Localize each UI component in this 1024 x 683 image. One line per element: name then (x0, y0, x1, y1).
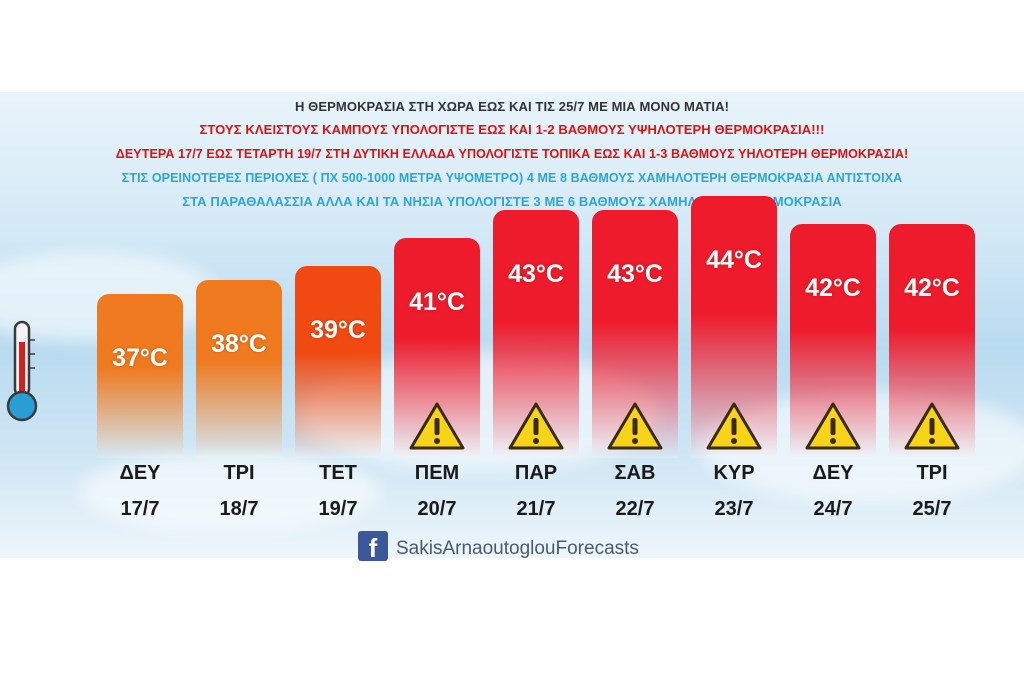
day-label: ΔΕΥ (812, 462, 854, 484)
day-label: ΠΕΜ (414, 462, 460, 484)
temperature-label: 44°C (706, 246, 762, 274)
temperature-label: 41°C (409, 288, 465, 316)
temperature-bar (97, 294, 183, 458)
temperature-label: 43°C (607, 260, 663, 288)
warning-triangle-icon (805, 402, 861, 450)
temperature-label: 38°C (211, 330, 267, 358)
temperature-label: 37°C (112, 344, 168, 372)
temperature-label: 39°C (310, 316, 366, 344)
date-label: 24/7 (813, 498, 853, 520)
temperature-bar (295, 266, 381, 458)
date-label: 19/7 (318, 498, 358, 520)
warning-triangle-icon (607, 402, 663, 450)
temperature-label: 43°C (508, 260, 564, 288)
date-label: 25/7 (912, 498, 952, 520)
headline-main: Η ΘΕΡΜΟΚΡΑΣΙΑ ΣΤΗ ΧΩΡΑ ΕΩΣ ΚΑΙ ΤΙΣ 25/7 … (294, 99, 730, 114)
day-label: ΣΑΒ (614, 462, 656, 484)
warning-triangle-icon (508, 402, 564, 450)
facebook-icon[interactable]: f (358, 531, 388, 563)
temperature-label: 42°C (904, 274, 960, 302)
headline-mountain-note: ΣΤΙΣ ΟΡΕΙΝΟΤΕΡΕΣ ΠΕΡΙΟΧΕΣ ( ΠΧ 500-1000 … (121, 171, 903, 185)
warning-triangle-icon (904, 402, 960, 450)
day-label: ΤΕΤ (319, 462, 357, 484)
day-label: ΚΥΡ (713, 462, 755, 484)
cloud-decoration (80, 452, 380, 532)
day-label: ΠΑΡ (514, 462, 558, 484)
temperature-label: 42°C (805, 274, 861, 302)
headline-plains-note: ΣΤΟΥΣ ΚΛΕΙΣΤΟΥΣ ΚΑΜΠΟΥΣ ΥΠΟΛΟΓΙΣΤΕ ΕΩΣ Κ… (199, 122, 825, 137)
headline-coastal-note: ΣΤΑ ΠΑΡΑΘΑΛΑΣΣΙΑ ΑΛΛΑ ΚΑΙ ΤΑ ΝΗΣΙΑ ΥΠΟΛΟ… (182, 194, 842, 209)
date-label: 21/7 (516, 498, 556, 520)
warning-triangle-icon (409, 402, 465, 450)
thermometer-icon (6, 320, 38, 422)
date-label: 17/7 (120, 498, 160, 520)
facebook-page-name[interactable]: SakisArnaoutoglouForecasts (396, 538, 639, 559)
headline-west-greece-note: ΔΕΥΤΕΡΑ 17/7 ΕΩΣ ΤΕΤΑΡΤΗ 19/7 ΣΤΗ ΔΥΤΙΚΗ… (115, 147, 909, 161)
date-label: 18/7 (219, 498, 259, 520)
temperature-bar (196, 280, 282, 458)
date-label: 20/7 (417, 498, 457, 520)
day-label: ΔΕΥ (119, 462, 161, 484)
day-label: ΤΡΙ (916, 462, 948, 484)
day-label: ΤΡΙ (223, 462, 255, 484)
date-label: 23/7 (714, 498, 754, 520)
warning-triangle-icon (706, 402, 762, 450)
date-label: 22/7 (615, 498, 655, 520)
